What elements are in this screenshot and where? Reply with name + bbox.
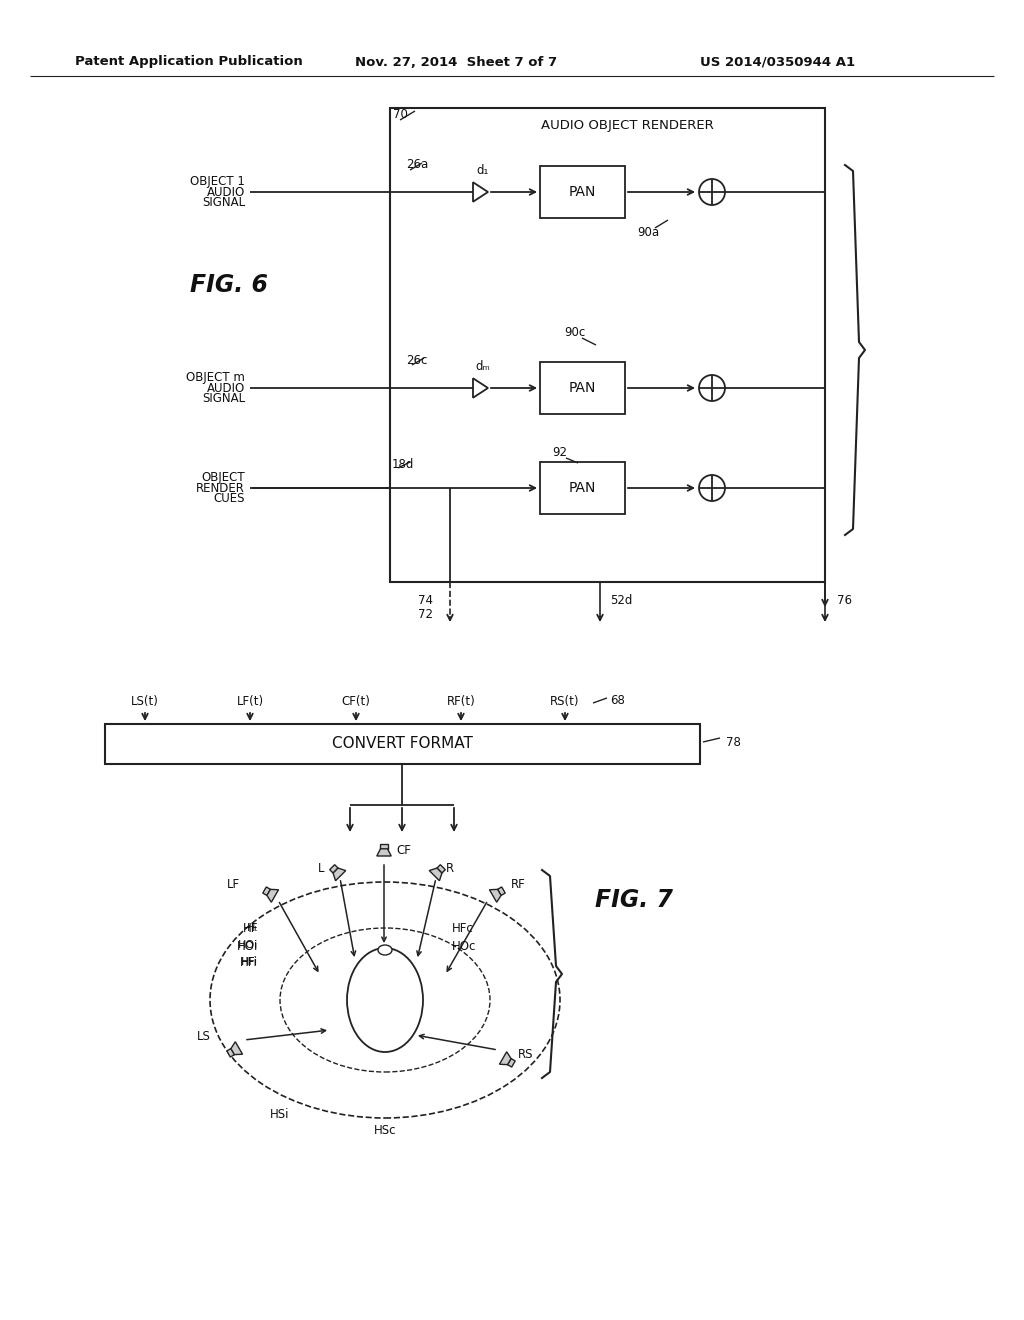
Text: 92: 92	[553, 446, 567, 458]
Ellipse shape	[347, 948, 423, 1052]
Text: 90c: 90c	[564, 326, 586, 338]
Text: 76: 76	[837, 594, 852, 606]
Polygon shape	[333, 869, 346, 880]
Text: FIG. 6: FIG. 6	[190, 273, 268, 297]
Text: RS: RS	[518, 1048, 534, 1060]
Text: d₁: d₁	[477, 164, 489, 177]
Bar	[105, 723, 700, 764]
Text: 26c: 26c	[406, 354, 427, 367]
Text: CUES: CUES	[213, 492, 245, 506]
Text: OBJECT m: OBJECT m	[186, 371, 245, 384]
Text: LF(t): LF(t)	[237, 696, 263, 709]
Text: dₘ: dₘ	[475, 359, 490, 372]
Polygon shape	[226, 1048, 234, 1057]
Text: 18d: 18d	[392, 458, 415, 470]
Text: HF: HF	[243, 921, 258, 935]
Text: HSi: HSi	[270, 1109, 290, 1122]
Polygon shape	[231, 1041, 243, 1055]
Text: Patent Application Publication: Patent Application Publication	[75, 55, 303, 69]
Text: AUDIO: AUDIO	[207, 381, 245, 395]
Polygon shape	[263, 887, 270, 895]
Text: FIG. 7: FIG. 7	[595, 888, 673, 912]
Polygon shape	[489, 890, 501, 903]
Polygon shape	[267, 890, 279, 903]
Text: R: R	[445, 862, 454, 874]
Text: HFi: HFi	[241, 957, 258, 968]
Text: 74: 74	[418, 594, 433, 606]
Text: RF(t): RF(t)	[446, 696, 475, 709]
Text: Hₜ: Hₜ	[247, 923, 258, 933]
Polygon shape	[381, 843, 387, 849]
Polygon shape	[377, 849, 391, 855]
Polygon shape	[473, 182, 488, 202]
Text: SIGNAL: SIGNAL	[202, 392, 245, 405]
Text: PAN: PAN	[568, 480, 596, 495]
Text: AUDIO: AUDIO	[207, 186, 245, 198]
Text: 72: 72	[418, 607, 433, 620]
Bar	[540, 166, 625, 218]
Text: OBJECT 1: OBJECT 1	[190, 174, 245, 187]
Text: L: L	[317, 862, 325, 874]
Text: 78: 78	[726, 735, 741, 748]
Bar	[390, 108, 825, 582]
Text: 52d: 52d	[610, 594, 633, 606]
Text: CF: CF	[396, 843, 412, 857]
Text: US 2014/0350944 A1: US 2014/0350944 A1	[700, 55, 855, 69]
Text: 90a: 90a	[637, 226, 659, 239]
Text: AUDIO OBJECT RENDERER: AUDIO OBJECT RENDERER	[541, 119, 714, 132]
Text: 70: 70	[393, 108, 408, 121]
Text: RF: RF	[511, 878, 525, 891]
Text: HFi: HFi	[240, 957, 258, 969]
Bar	[540, 362, 625, 414]
Text: LS: LS	[197, 1030, 211, 1043]
Text: PAN: PAN	[568, 381, 596, 395]
Text: HFc: HFc	[452, 921, 474, 935]
Bar	[540, 462, 625, 513]
Text: SIGNAL: SIGNAL	[202, 197, 245, 210]
Polygon shape	[429, 869, 442, 880]
Text: HOc: HOc	[452, 940, 476, 953]
Polygon shape	[330, 865, 338, 873]
Text: LF: LF	[226, 878, 240, 891]
Text: 26a: 26a	[406, 158, 428, 172]
Text: RENDER: RENDER	[197, 482, 245, 495]
Polygon shape	[498, 887, 505, 895]
Text: CF(t): CF(t)	[342, 696, 371, 709]
Ellipse shape	[378, 945, 392, 954]
Text: RS(t): RS(t)	[550, 696, 580, 709]
Text: OBJECT: OBJECT	[202, 470, 245, 483]
Text: HOi: HOi	[237, 940, 258, 953]
Text: PAN: PAN	[568, 185, 596, 199]
Text: LS(t): LS(t)	[131, 696, 159, 709]
Text: HSc: HSc	[374, 1123, 396, 1137]
Polygon shape	[508, 1059, 515, 1067]
Polygon shape	[473, 379, 488, 397]
Text: 68: 68	[610, 693, 625, 706]
Text: HOi: HOi	[238, 940, 258, 950]
Polygon shape	[500, 1052, 511, 1065]
Text: CONVERT FORMAT: CONVERT FORMAT	[332, 737, 473, 751]
Polygon shape	[437, 865, 445, 873]
Text: Nov. 27, 2014  Sheet 7 of 7: Nov. 27, 2014 Sheet 7 of 7	[355, 55, 557, 69]
